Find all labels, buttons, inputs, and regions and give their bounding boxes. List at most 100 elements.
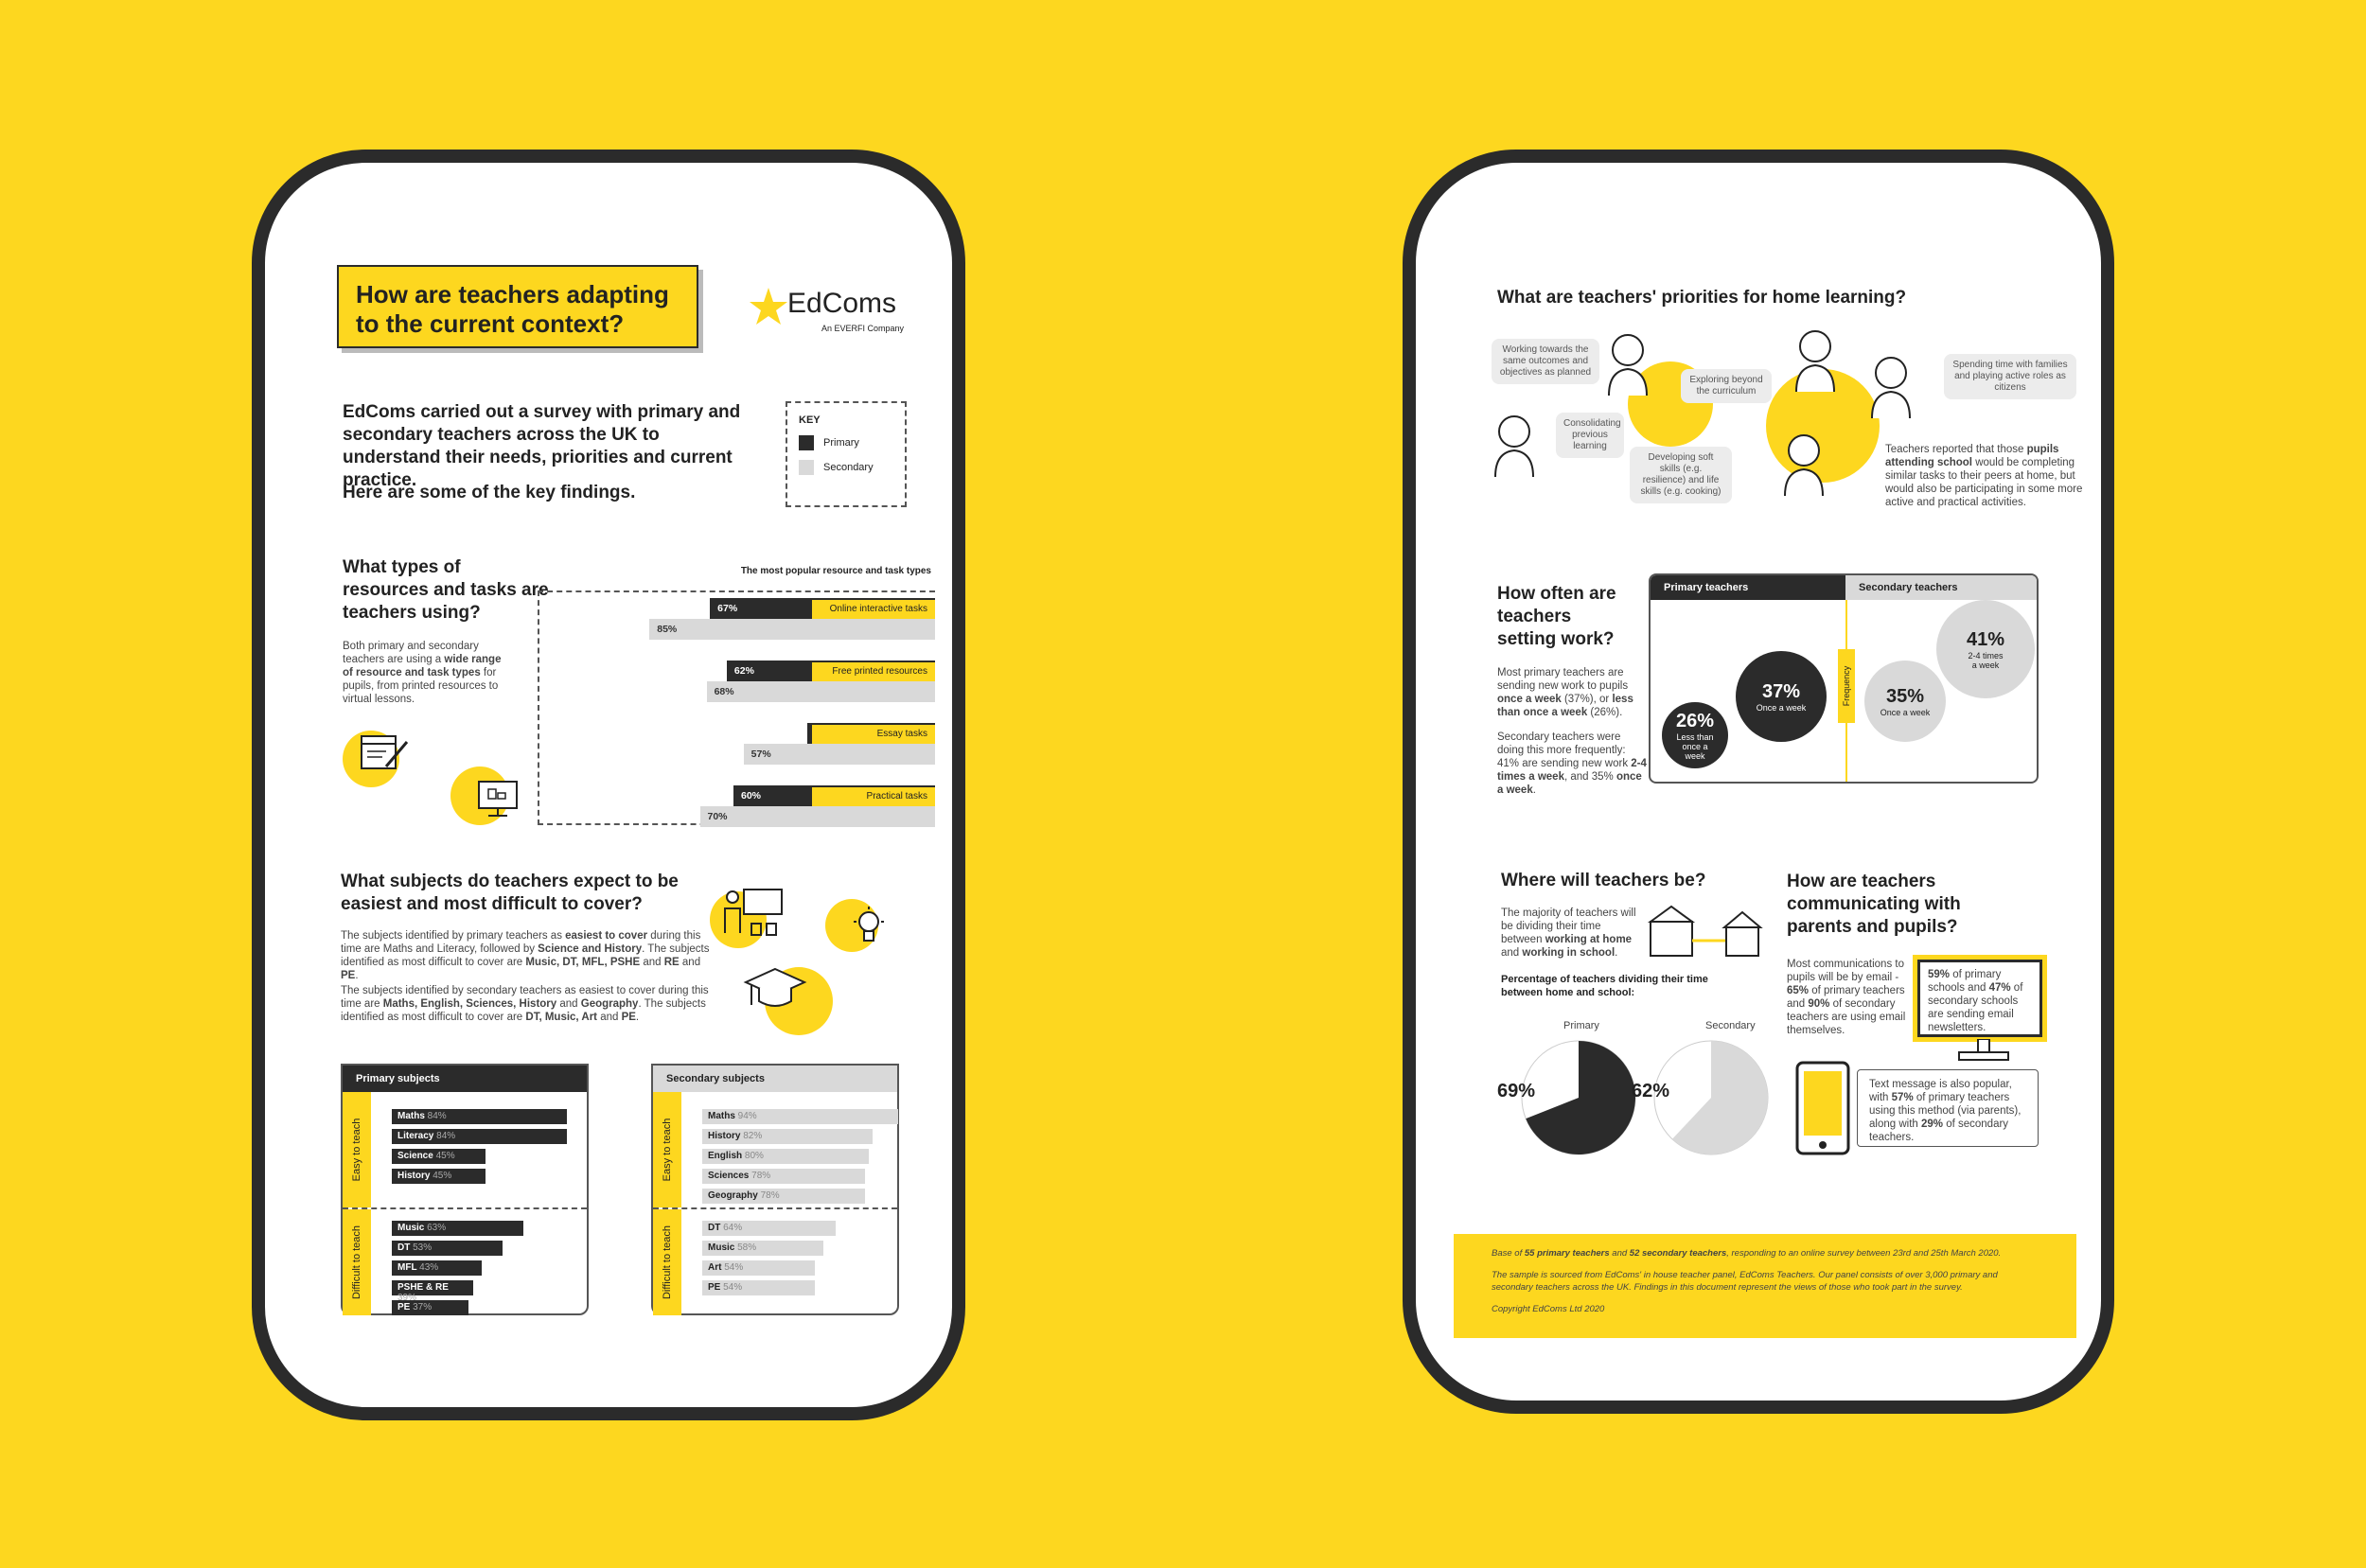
monitor-stand-icon: [1958, 1039, 2009, 1061]
bubble-value: 37%: [1761, 680, 1801, 702]
priority-bubble-4: Consolidating previous learning: [1556, 413, 1624, 458]
pie-secondary: [1653, 1040, 1769, 1155]
computer-screen-icon: [478, 781, 518, 817]
pie-slice: [1526, 1041, 1635, 1154]
subject-bar: Maths 84%: [392, 1109, 567, 1124]
teacher-face-icon: [1795, 330, 1835, 393]
primary-less-than-week-bubble: 26% Less than once a week: [1662, 702, 1728, 768]
primary-teachers-heading: Primary teachers: [1651, 575, 1845, 600]
secondary-bar: 57%: [743, 744, 935, 765]
text-message-box: Text message is also popular, with 57% o…: [1857, 1069, 2039, 1147]
left-infographic-card: How are teachers adapting to the current…: [252, 150, 965, 1420]
frequency-secondary-text: Secondary teachers were doing this more …: [1497, 731, 1647, 796]
where-chart-title: Percentage of teachers dividing their ti…: [1501, 974, 1708, 998]
key-secondary: Secondary: [799, 460, 893, 475]
subject-value: 63%: [427, 1223, 447, 1233]
subject-value: 78%: [751, 1171, 771, 1181]
lightbulb-icon: [854, 907, 884, 942]
subject-name: Sciences: [708, 1171, 752, 1181]
key-primary: Primary: [799, 435, 893, 450]
priority-bubble-1: Working towards the same outcomes and ob…: [1492, 339, 1599, 384]
subject-value: 39%: [397, 1293, 417, 1303]
footer-copyright: Copyright EdComs Ltd 2020: [1492, 1304, 1605, 1314]
pie-primary-value: 69%: [1497, 1081, 1536, 1101]
email-newsletter-monitor: 59% of primary schools and 47% of second…: [1917, 960, 2042, 1037]
key-secondary-label: Secondary: [823, 462, 874, 473]
subject-value: 78%: [760, 1190, 780, 1201]
secondary-bar: 70%: [699, 806, 935, 827]
subject-name: Science: [397, 1151, 436, 1161]
frequency-axis-label: Frequency: [1842, 665, 1851, 707]
subject-bar: MFL 43%: [392, 1260, 482, 1276]
primary-subjects-panel: Primary subjects Easy to teach Difficult…: [341, 1064, 589, 1315]
subjects-secondary-text: The subjects identified by secondary tea…: [341, 985, 709, 1023]
pie-slice: [1671, 1041, 1768, 1154]
secondary-bar: 68%: [706, 681, 935, 702]
bubble-label: Once a week: [1880, 707, 1931, 717]
subject-name: PE: [708, 1282, 724, 1293]
subject-name: PE: [397, 1302, 414, 1313]
subjects-question: What subjects do teachers expect to be e…: [341, 872, 679, 914]
difficult-label-strip: Difficult to teach: [653, 1209, 681, 1315]
subject-name: Maths: [397, 1111, 428, 1121]
teacher-face-icon: [1871, 357, 1911, 419]
teacher-face-icon: [1494, 415, 1534, 478]
pie-secondary-label: Secondary: [1705, 1020, 1756, 1031]
difficult-label: Difficult to teach: [662, 1224, 673, 1300]
resource-bar-row: 62% Free printed resources 68%: [539, 661, 935, 710]
pie-secondary-value: 62%: [1632, 1081, 1670, 1101]
subject-value: 54%: [723, 1282, 743, 1293]
easy-label: Easy to teach: [662, 1118, 673, 1182]
subject-bar: Literacy 84%: [392, 1129, 567, 1144]
logo-subtitle: An EVERFI Company: [821, 324, 905, 333]
category-label: Essay tasks: [812, 725, 935, 744]
category-label: Free printed resources: [812, 662, 935, 681]
subject-bar: PE 37%: [392, 1300, 469, 1315]
frequency-question: How often are teachers setting work?: [1497, 584, 1616, 649]
frequency-chart: Primary teachers Secondary teachers Freq…: [1649, 573, 2039, 784]
easy-label-strip: Easy to teach: [653, 1092, 681, 1207]
bubble-label: Less than once a week: [1676, 731, 1714, 761]
divider: [653, 1207, 897, 1209]
primary-swatch: [799, 435, 814, 450]
survey-footer: Base of 55 primary teachers and 52 secon…: [1454, 1234, 2076, 1338]
bubble-label: 2-4 times a week: [1968, 650, 2004, 670]
resources-question: What types of resources and tasks are te…: [343, 557, 549, 623]
difficult-label: Difficult to teach: [351, 1224, 362, 1300]
category-label: Practical tasks: [812, 787, 935, 806]
intro-text: EdComs carried out a survey with primary…: [343, 402, 741, 490]
divider: [343, 1207, 587, 1209]
difficult-label-strip: Difficult to teach: [343, 1209, 371, 1315]
legend-key: KEY Primary Secondary: [786, 401, 907, 507]
subject-name: Literacy: [397, 1131, 437, 1141]
primary-subjects-heading: Primary subjects: [343, 1066, 587, 1092]
easy-label: Easy to teach: [351, 1118, 362, 1182]
subject-value: 94%: [737, 1111, 757, 1121]
primary-once-week-bubble: 37% Once a week: [1736, 651, 1827, 742]
subject-value: 54%: [724, 1262, 744, 1273]
star-icon: [750, 288, 787, 325]
secondary-2-4-week-bubble: 41% 2-4 times a week: [1936, 600, 2035, 698]
resources-chart: 67% Online interactive tasks 85% 62% Free pr…: [539, 592, 935, 829]
mobile-phone-icon: [1795, 1061, 1850, 1155]
subject-name: DT: [397, 1242, 414, 1253]
subject-bar: Science 45%: [392, 1149, 486, 1164]
subject-value: 43%: [419, 1262, 439, 1273]
subject-name: Music: [397, 1223, 428, 1233]
secondary-subjects-panel: Secondary subjects Easy to teach Difficu…: [651, 1064, 899, 1315]
subject-value: 37%: [413, 1302, 433, 1313]
logo-name: EdComs: [787, 288, 897, 319]
subject-bar: DT 53%: [392, 1241, 503, 1256]
school-house-icon: [1647, 905, 1763, 957]
subject-bar: Maths 94%: [702, 1109, 898, 1124]
pie-primary-label: Primary: [1563, 1020, 1599, 1031]
subject-name: English: [708, 1151, 745, 1161]
subject-bar: PE 54%: [702, 1280, 815, 1295]
subject-value: 64%: [723, 1223, 743, 1233]
resource-bar-row: 60% Practical tasks 70%: [539, 785, 935, 835]
subject-value: 80%: [744, 1151, 764, 1161]
subject-bar: Music 58%: [702, 1241, 823, 1256]
subject-bar: DT 64%: [702, 1221, 836, 1236]
subject-bar: Art 54%: [702, 1260, 815, 1276]
